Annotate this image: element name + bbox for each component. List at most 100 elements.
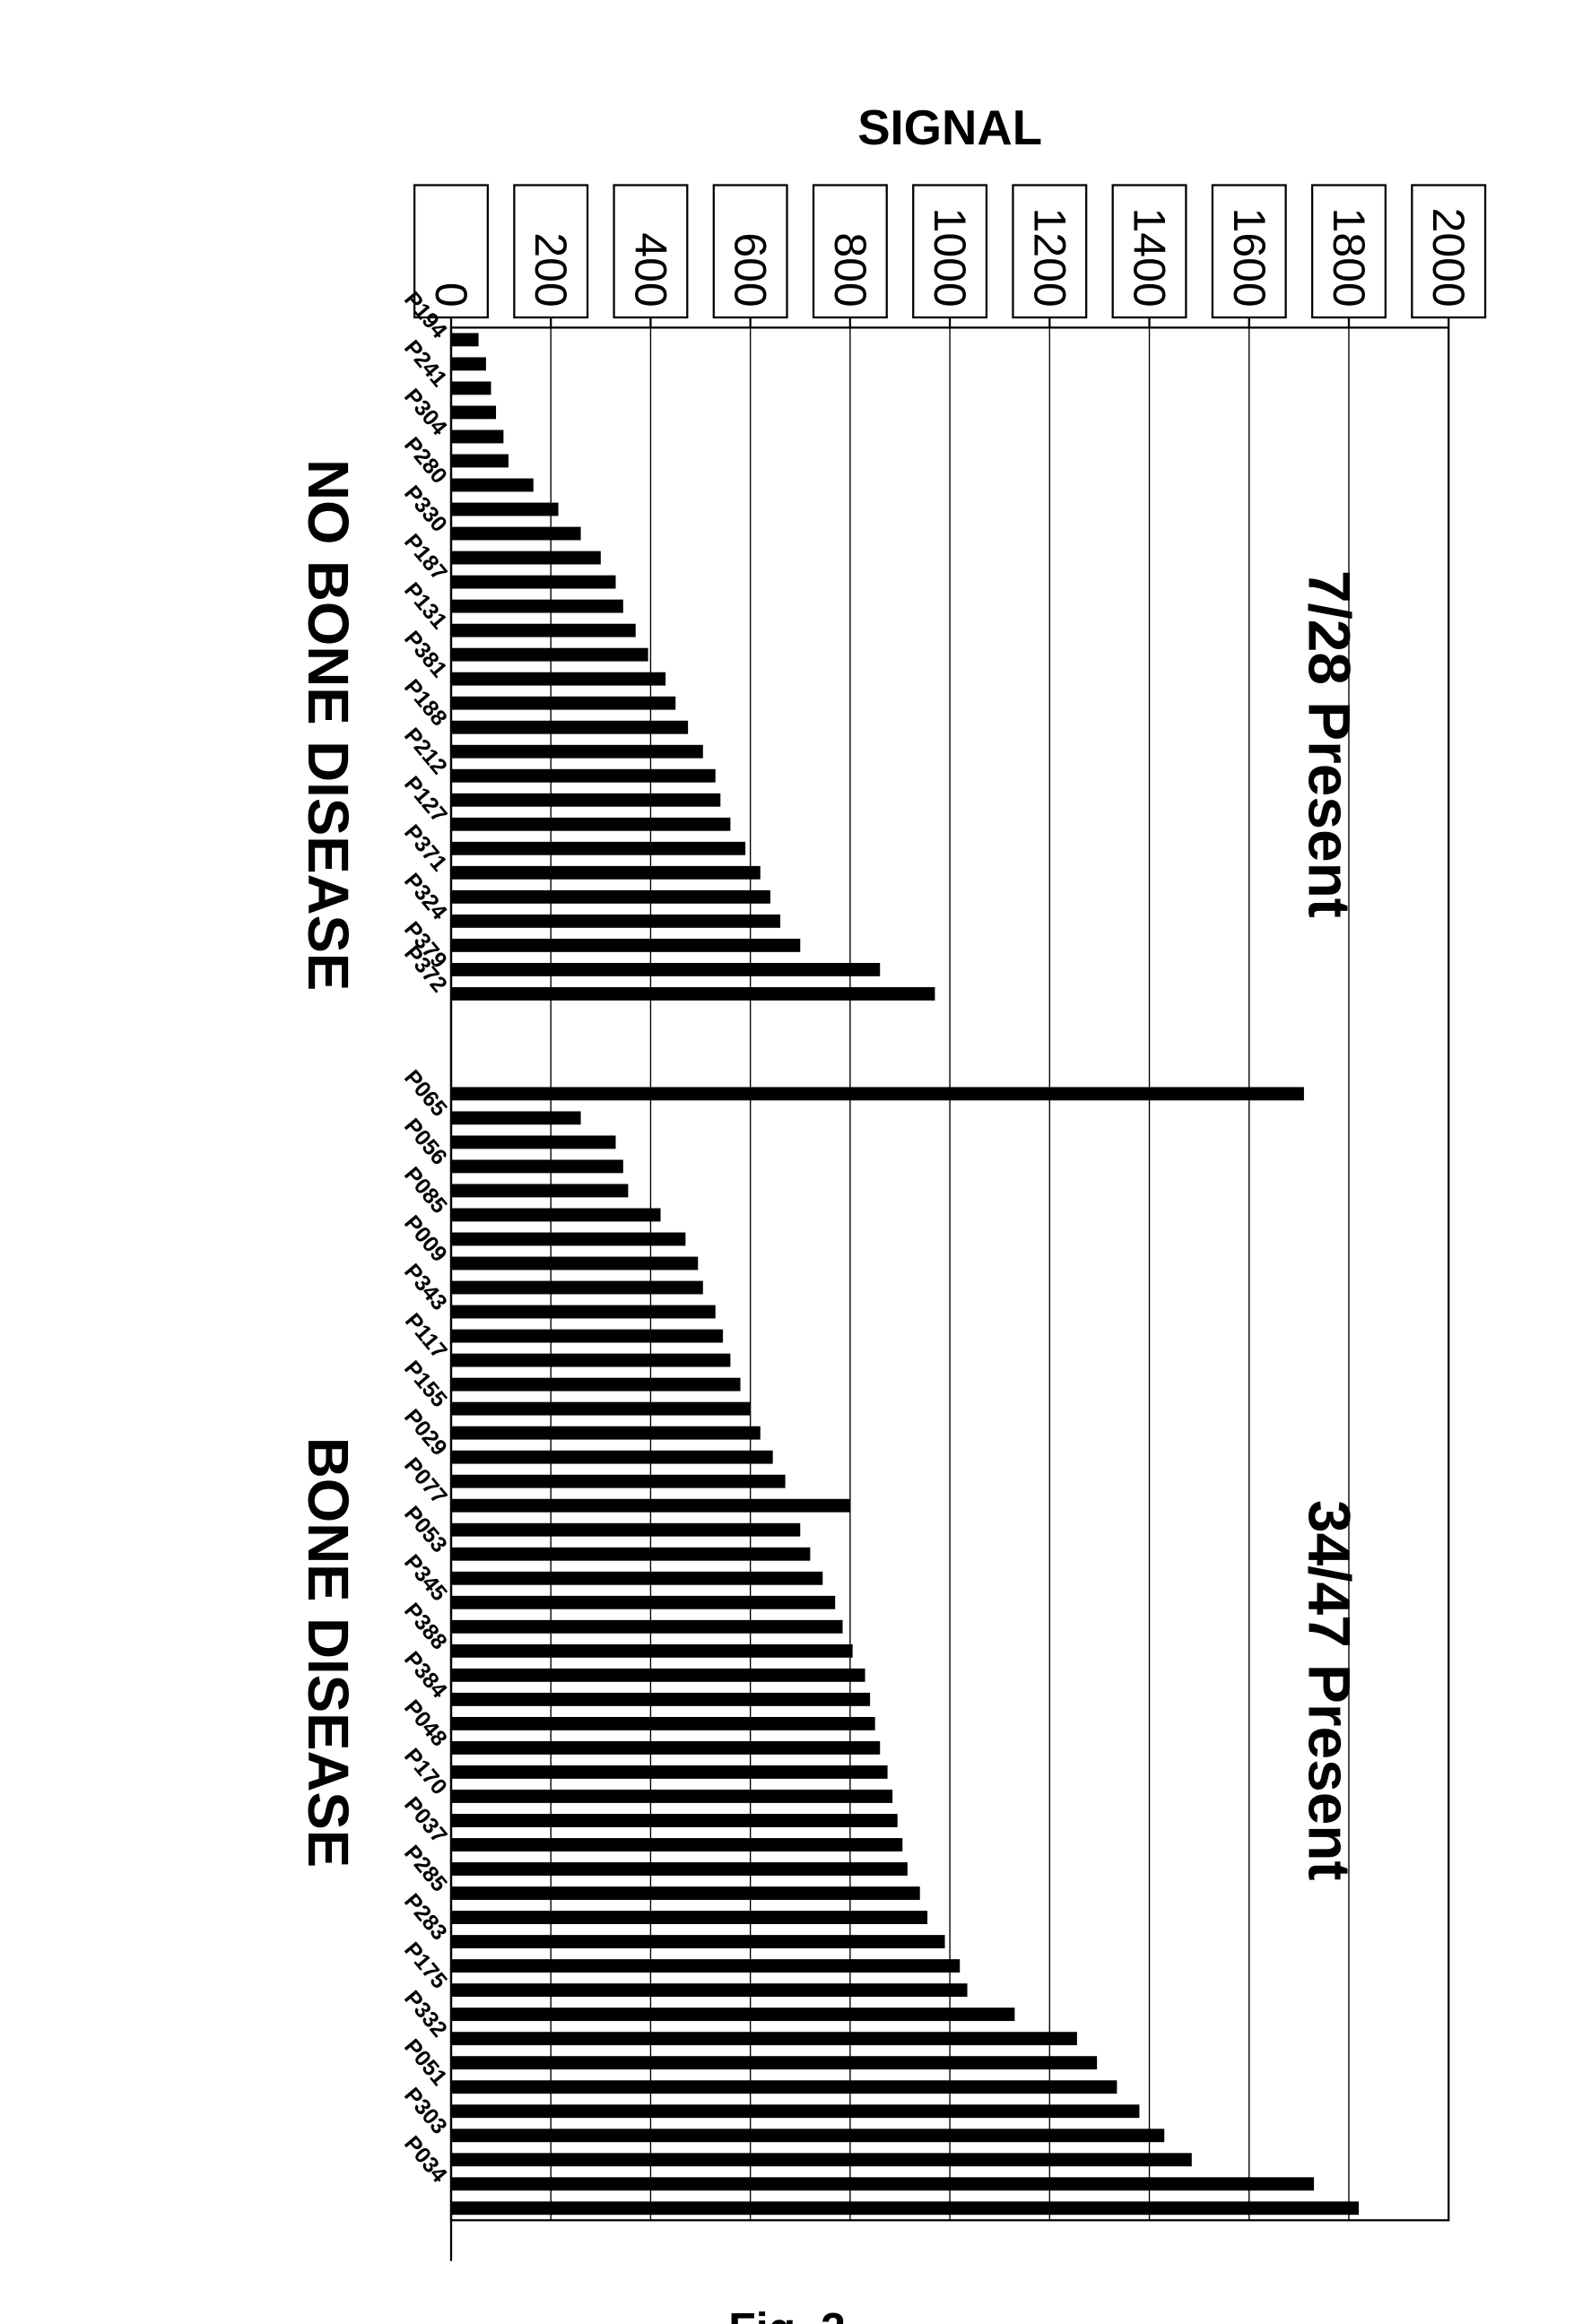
y-tick-label: 2000 [1423,208,1474,308]
bar [451,2032,1077,2045]
bar [451,842,745,855]
x-tick-label: P304 [399,384,452,440]
x-tick-label: P048 [399,1695,452,1752]
bar [451,406,496,420]
bar [451,963,880,976]
bar [451,1257,698,1270]
bar [451,2007,1014,2021]
bar [451,333,479,346]
y-tick-label: 1600 [1224,208,1274,308]
bar [451,624,636,637]
bar [451,600,623,613]
bar [451,455,509,468]
bar [451,915,780,928]
bar [451,1548,810,1561]
x-tick-label: P330 [399,481,452,537]
x-tick-label: P077 [399,1452,452,1509]
x-tick-label: P345 [399,1550,452,1607]
bar [451,2056,1097,2069]
x-tick-label: P131 [399,577,452,634]
x-tick-label: P212 [399,723,452,779]
bar [451,1499,850,1513]
bar [451,1426,761,1440]
x-tick-label: P127 [399,771,452,828]
bar [451,987,935,1001]
y-tick-label: 1200 [1024,208,1074,308]
bar [451,1814,898,1827]
bar [451,1087,1304,1100]
x-tick-label: P381 [399,626,452,682]
bar [451,1911,927,1924]
bar [451,479,534,492]
bar [451,1354,730,1367]
bar [451,2201,1359,2215]
bar [451,503,559,516]
group-label: BONE DISEASE [296,1437,360,1868]
x-tick-label: P175 [399,1938,452,1994]
bar [451,1620,843,1634]
x-tick-label: P280 [399,432,452,489]
x-tick-label: P384 [399,1647,452,1704]
bar [451,2080,1117,2094]
x-tick-label: P187 [399,529,452,585]
x-tick-label: P188 [399,674,452,731]
bar [451,1451,773,1464]
y-tick-label: 400 [625,232,675,307]
bar [451,576,616,589]
bar [451,1644,853,1658]
bar [451,382,491,395]
x-tick-label: P051 [399,2034,452,2091]
bar [451,2104,1139,2118]
y-tick-label: 600 [726,232,776,307]
bar [451,1160,623,1174]
bar [451,1281,703,1295]
y-tick-label: 1800 [1324,208,1374,308]
bar [451,648,648,662]
bar [451,1209,661,1222]
bar [451,1305,716,1319]
x-tick-label: P053 [399,1501,452,1557]
x-tick-label: P085 [399,1162,452,1218]
x-tick-label: P371 [399,820,452,877]
bar [451,1572,822,1585]
bar [451,357,486,370]
bar [451,1330,723,1343]
bar [451,1983,968,1997]
chart-stage: 0200400600800100012001400160018002000SIG… [0,0,1574,2324]
bar [451,2129,1164,2142]
bar [451,1596,835,1609]
bar [451,769,716,783]
bar [451,1693,870,1706]
bar [451,793,720,807]
x-tick-label: P009 [399,1210,452,1267]
chart-annotation: 34/47 Present [1296,1500,1362,1880]
bar [451,1935,945,1948]
bar [451,1111,581,1124]
x-tick-label: P034 [399,2131,452,2188]
bar [451,939,800,952]
x-tick-label: P324 [399,869,452,925]
x-tick-label: P332 [399,1986,452,2042]
x-tick-label: P029 [399,1404,452,1461]
bar [451,890,770,904]
bar [451,1959,960,1973]
x-tick-label: P155 [399,1356,452,1412]
x-tick-label: P170 [399,1744,452,1800]
bar [451,1838,902,1851]
x-tick-label: P037 [399,1792,452,1849]
bar [451,1475,786,1488]
bar [451,1402,751,1416]
bar [451,1790,892,1803]
x-tick-label: P285 [399,1841,452,1897]
x-tick-label: P117 [400,1308,452,1364]
y-tick-label: 200 [526,232,576,307]
bar [451,1184,628,1198]
bar [451,430,503,444]
bar [451,721,688,734]
bar [451,1378,741,1392]
y-axis-title: SIGNAL [857,100,1042,155]
bar [451,1886,920,1900]
bar [451,527,581,541]
bar [451,1135,616,1149]
figure-label: Fig. 2 [728,2303,846,2324]
